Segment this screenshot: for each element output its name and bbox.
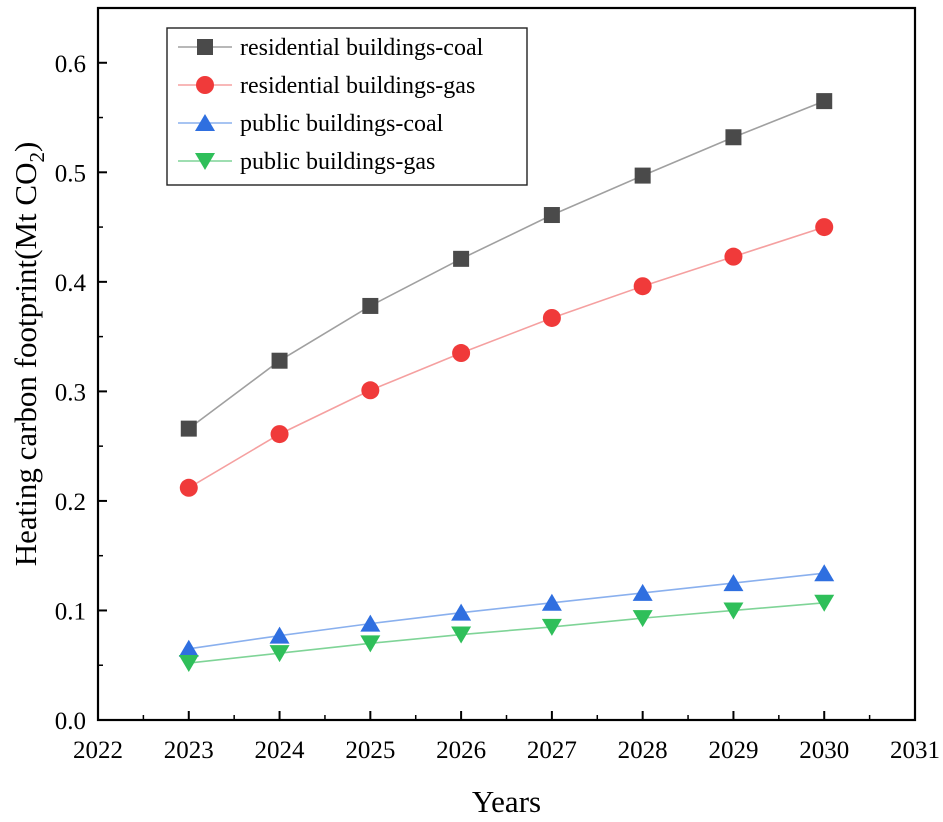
series-line	[188, 572, 825, 650]
data-point	[451, 626, 472, 644]
x-tick-label: 2022	[73, 737, 123, 764]
data-point	[362, 297, 379, 314]
legend-label: residential buildings-gas	[240, 73, 475, 99]
data-point	[542, 308, 561, 327]
y-axis-title-main: Heating carbon footprint(Mt CO	[8, 163, 43, 567]
legend-label: public buildings-coal	[240, 111, 444, 137]
data-point	[178, 655, 199, 673]
data-point	[814, 564, 835, 582]
data-point	[361, 381, 380, 400]
y-axis-title: Heating carbon footprint(Mt CO2)	[8, 142, 49, 567]
plot-area	[178, 93, 835, 673]
legend-box	[166, 27, 528, 186]
x-tick-label: 2029	[708, 737, 758, 764]
data-point	[814, 594, 835, 612]
data-point	[271, 352, 288, 369]
y-tick-label: 0.2	[55, 489, 86, 516]
data-point	[724, 247, 743, 266]
x-tick-label: 2027	[527, 737, 577, 764]
x-tick-label: 2026	[436, 737, 486, 764]
data-point	[634, 167, 651, 184]
x-tick-label: 2030	[799, 737, 849, 764]
data-point	[270, 425, 289, 444]
data-point	[453, 250, 470, 267]
data-point	[723, 602, 744, 620]
data-point	[633, 277, 652, 296]
y-tick-label: 0.1	[55, 598, 86, 625]
legend-label: public buildings-gas	[240, 149, 435, 175]
y-tick-label: 0.5	[55, 160, 86, 187]
series-line	[188, 601, 825, 664]
legend-marker	[195, 153, 215, 170]
data-point	[269, 626, 290, 644]
data-point	[451, 603, 472, 621]
legend: residential buildings-coal residential bu…	[166, 27, 528, 186]
x-tick-label: 2024	[255, 737, 306, 764]
data-point	[815, 218, 834, 237]
legend-marker	[196, 76, 214, 94]
x-tick-label: 2025	[345, 737, 395, 764]
y-tick-label: 0.3	[55, 379, 86, 406]
data-point	[178, 639, 199, 657]
data-point	[541, 593, 562, 611]
data-point	[723, 574, 744, 592]
data-point	[269, 645, 290, 663]
data-point	[360, 635, 381, 653]
data-point	[360, 614, 381, 632]
axes: 2022 2023 2024 2025 2026 2027 2028 2029 2030 2031…	[8, 6, 940, 819]
x-tick-label: 2031	[890, 737, 940, 764]
x-axis-title: Years	[472, 784, 541, 819]
data-point	[816, 93, 833, 110]
y-tick-label: 0.4	[55, 270, 87, 297]
data-point	[632, 610, 653, 628]
series-residential-buildings-gas	[179, 218, 834, 497]
data-point	[543, 207, 560, 224]
legend-label: residential buildings-coal	[240, 35, 484, 61]
x-tick-label: 2028	[618, 737, 668, 764]
data-point	[180, 420, 197, 437]
data-point	[725, 129, 742, 146]
x-tick-label: 2023	[164, 737, 214, 764]
legend-marker	[197, 39, 213, 55]
y-axis-title-suffix: )	[8, 142, 43, 152]
series-line	[188, 100, 825, 430]
y-tick-label: 0.6	[55, 51, 86, 78]
series-public-buildings-gas	[178, 594, 835, 673]
series-residential-buildings-coal	[180, 93, 833, 437]
y-tick-label: 0.0	[55, 708, 86, 735]
data-point	[179, 478, 198, 497]
data-point	[632, 583, 653, 601]
series-public-buildings-coal	[178, 564, 835, 657]
series-line	[188, 226, 825, 489]
legend-marker	[195, 114, 215, 131]
y-axis-title-subscript: 2	[25, 152, 49, 163]
data-point	[541, 618, 562, 636]
data-point	[452, 344, 471, 363]
